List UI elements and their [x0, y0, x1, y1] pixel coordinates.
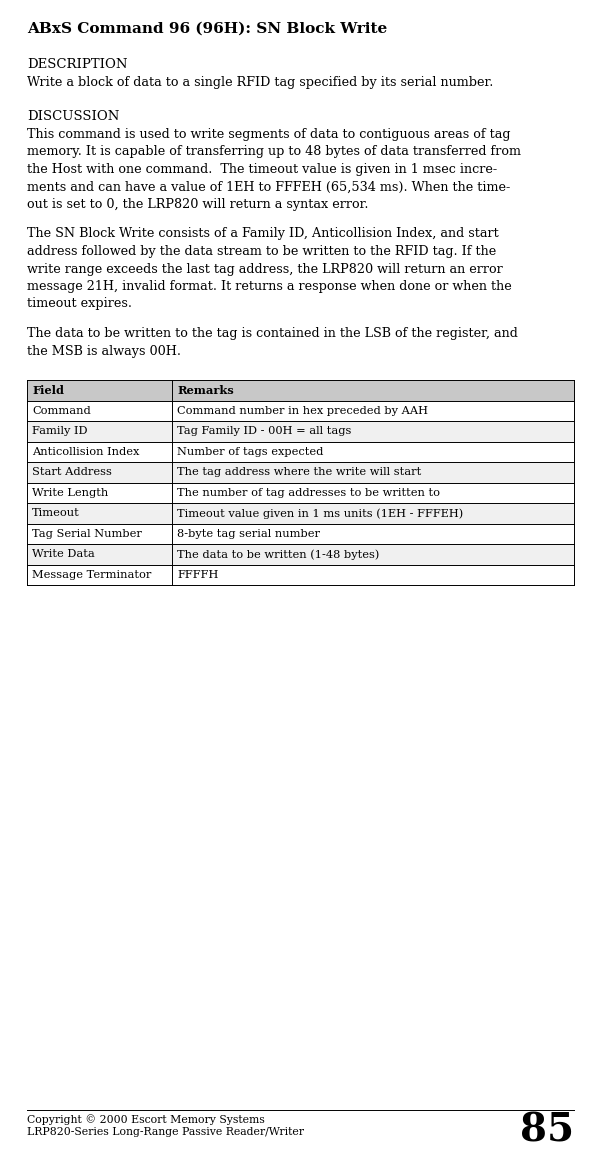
Bar — [27, 482, 574, 503]
Text: DISCUSSION: DISCUSSION — [27, 110, 120, 123]
Text: The SN Block Write consists of a Family ID, Anticollision Index, and start: The SN Block Write consists of a Family … — [27, 228, 499, 241]
Text: The data to be written (1-48 bytes): The data to be written (1-48 bytes) — [177, 548, 379, 560]
Bar — [27, 462, 574, 482]
Bar — [27, 401, 574, 421]
Text: Start Address: Start Address — [32, 467, 112, 478]
Text: message 21H, invalid format. It returns a response when done or when the: message 21H, invalid format. It returns … — [27, 280, 511, 293]
Text: Timeout value given in 1 ms units (1EH - FFFEH): Timeout value given in 1 ms units (1EH -… — [177, 508, 463, 518]
Text: the MSB is always 00H.: the MSB is always 00H. — [27, 344, 181, 358]
Text: Message Terminator: Message Terminator — [32, 569, 151, 580]
Text: FFFFH: FFFFH — [177, 569, 218, 580]
Text: Number of tags expected: Number of tags expected — [177, 446, 323, 457]
Text: Command number in hex preceded by AAH: Command number in hex preceded by AAH — [177, 406, 428, 416]
Text: the Host with one command.  The timeout value is given in 1 msec incre-: the Host with one command. The timeout v… — [27, 163, 497, 175]
Text: This command is used to write segments of data to contiguous areas of tag: This command is used to write segments o… — [27, 128, 510, 141]
Text: write range exceeds the last tag address, the LRP820 will return an error: write range exceeds the last tag address… — [27, 263, 503, 275]
Text: Timeout: Timeout — [32, 508, 80, 518]
Text: The tag address where the write will start: The tag address where the write will sta… — [177, 467, 421, 478]
Text: memory. It is capable of transferring up to 48 bytes of data transferred from: memory. It is capable of transferring up… — [27, 145, 521, 158]
Text: Write a block of data to a single RFID tag specified by its serial number.: Write a block of data to a single RFID t… — [27, 76, 493, 89]
Text: 85: 85 — [520, 1112, 574, 1150]
Text: Write Data: Write Data — [32, 550, 95, 559]
Text: The number of tag addresses to be written to: The number of tag addresses to be writte… — [177, 488, 440, 497]
Bar — [27, 524, 574, 544]
Bar — [27, 442, 574, 462]
Text: The data to be written to the tag is contained in the LSB of the register, and: The data to be written to the tag is con… — [27, 327, 518, 340]
Text: out is set to 0, the LRP820 will return a syntax error.: out is set to 0, the LRP820 will return … — [27, 198, 368, 211]
Text: 8-byte tag serial number: 8-byte tag serial number — [177, 529, 320, 539]
Text: Write Length: Write Length — [32, 488, 108, 497]
Text: address followed by the data stream to be written to the RFID tag. If the: address followed by the data stream to b… — [27, 245, 496, 258]
Text: Copyright © 2000 Escort Memory Systems: Copyright © 2000 Escort Memory Systems — [27, 1114, 265, 1125]
Text: Field: Field — [32, 385, 64, 396]
Bar — [27, 544, 574, 565]
Text: LRP820-Series Long-Range Passive Reader/Writer: LRP820-Series Long-Range Passive Reader/… — [27, 1127, 304, 1136]
Bar — [27, 565, 574, 584]
Text: timeout expires.: timeout expires. — [27, 297, 132, 310]
Text: ments and can have a value of 1EH to FFFEH (65,534 ms). When the time-: ments and can have a value of 1EH to FFF… — [27, 180, 510, 194]
Text: Anticollision Index: Anticollision Index — [32, 446, 139, 457]
Text: Family ID: Family ID — [32, 426, 88, 436]
Text: Tag Serial Number: Tag Serial Number — [32, 529, 142, 539]
Text: DESCRIPTION: DESCRIPTION — [27, 58, 127, 71]
Bar — [27, 380, 574, 401]
Text: Tag Family ID - 00H = all tags: Tag Family ID - 00H = all tags — [177, 426, 352, 436]
Bar — [27, 503, 574, 524]
Text: Command: Command — [32, 406, 91, 416]
Text: ABxS Command 96 (96H): SN Block Write: ABxS Command 96 (96H): SN Block Write — [27, 22, 387, 36]
Text: Remarks: Remarks — [177, 385, 234, 396]
Bar — [27, 421, 574, 442]
